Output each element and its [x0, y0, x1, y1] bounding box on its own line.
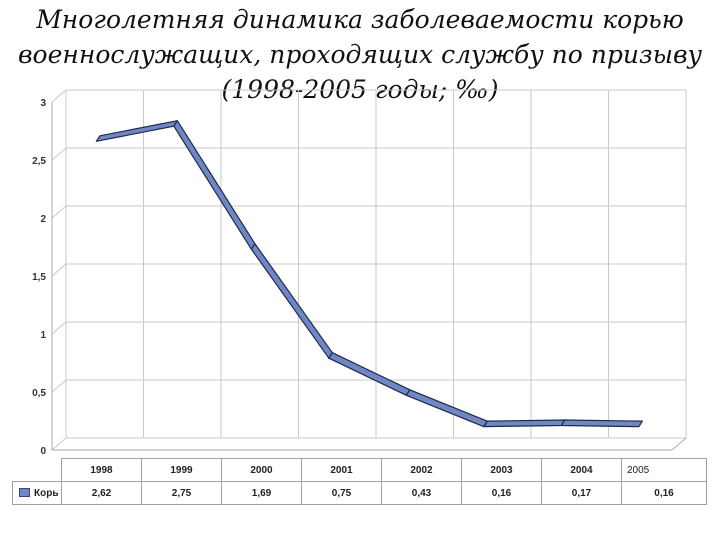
table-header-2004: 2004 — [541, 458, 622, 482]
y-tick-label: 2 — [40, 214, 46, 225]
series-name: Корь — [34, 487, 59, 499]
series-segment — [483, 419, 566, 428]
gridline-side — [51, 205, 67, 219]
chart-plot: 0 0,5 1 1,5 2 2,5 3 — [32, 89, 687, 457]
table-header-row: 1998 1999 2000 2001 2002 2003 2004 2005 — [13, 458, 707, 482]
series-segment — [405, 389, 488, 428]
table-cell-1998: 2,62 — [61, 481, 142, 505]
gridline-side — [51, 437, 67, 451]
table-header-1999: 1999 — [141, 458, 222, 482]
y-tick-label: 3 — [40, 98, 46, 109]
gridline-side — [51, 379, 67, 393]
gridline-side — [51, 321, 67, 335]
y-tick-label: 1,5 — [32, 272, 46, 283]
series-legend-cell: Корь — [12, 481, 62, 505]
table-cell-2002: 0,43 — [381, 481, 462, 505]
series-segment — [95, 120, 178, 142]
table-cell-1999: 2,75 — [141, 481, 222, 505]
table-header-1998: 1998 — [61, 458, 142, 482]
table-cell-2004: 0,17 — [541, 481, 622, 505]
table-header-2003: 2003 — [461, 458, 542, 482]
legend-key-icon — [19, 488, 30, 498]
title-line-2: военнослужащих, проходящих службу по при… — [17, 40, 703, 69]
table-header-2001: 2001 — [301, 458, 382, 482]
gridline-side — [51, 263, 67, 277]
series-segment — [173, 120, 256, 250]
table-header-2000: 2000 — [221, 458, 302, 482]
title-line-1: Многолетняя динамика заболеваемости корь… — [36, 5, 684, 34]
series-segment — [250, 243, 333, 359]
table-cell-2000: 1,69 — [221, 481, 302, 505]
y-tick-label: 0,5 — [32, 388, 46, 399]
y-tick-label: 0 — [40, 446, 46, 457]
series-segment — [560, 419, 643, 428]
table-corner — [13, 459, 62, 482]
table-header-2005: 2005 — [621, 458, 707, 482]
data-table: 1998 1999 2000 2001 2002 2003 2004 2005 … — [12, 458, 707, 505]
gridline-side — [51, 89, 67, 103]
table-cell-2003: 0,16 — [461, 481, 542, 505]
chart-title: Многолетняя динамика заболеваемости корь… — [0, 2, 720, 107]
y-tick-label: 2,5 — [32, 156, 46, 167]
series-segment — [328, 352, 411, 396]
table-header-2002: 2002 — [381, 458, 462, 482]
table-row: Корь 2,62 2,75 1,69 0,75 0,43 0,16 0,17 … — [12, 481, 707, 505]
gridline-side — [51, 147, 67, 161]
floor-edge-right — [671, 437, 687, 451]
y-tick-label: 1 — [40, 330, 46, 341]
table-cell-2001: 0,75 — [301, 481, 382, 505]
table-cell-2005: 0,16 — [621, 481, 707, 505]
